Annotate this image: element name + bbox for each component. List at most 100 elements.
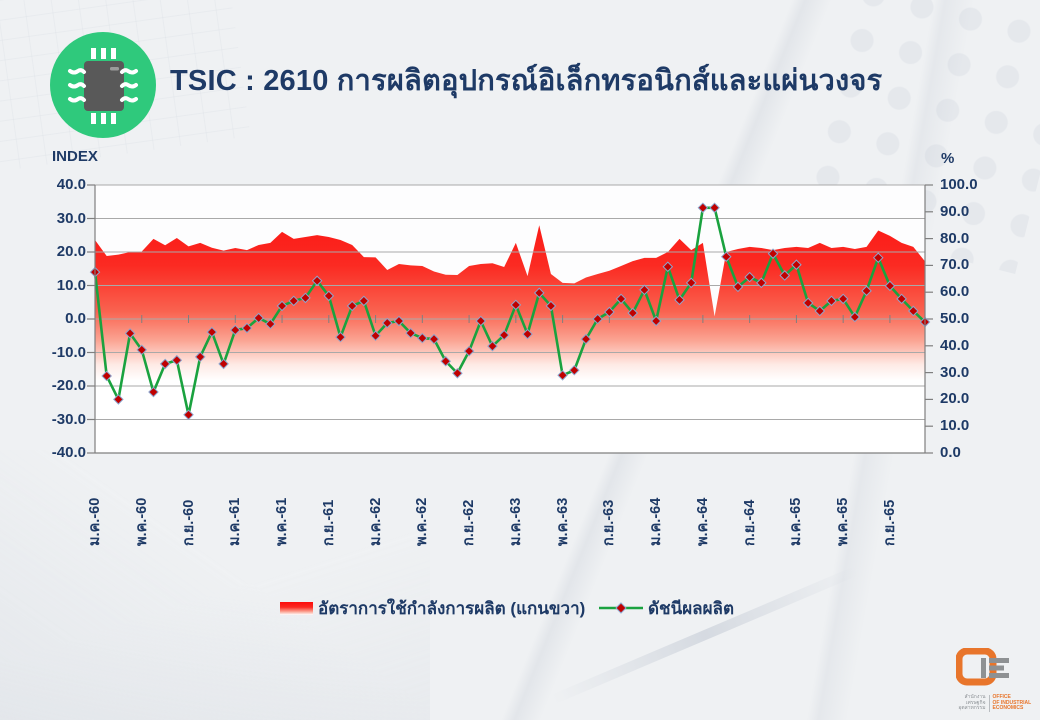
x-axis-tick-label: ม.ค.-61 — [227, 497, 244, 546]
chart-plot-area — [85, 175, 957, 467]
x-axis-tick-label: ม.ค.-62 — [367, 497, 384, 546]
y-axis-tick-label-right: 50.0 — [940, 310, 970, 327]
data-point-marker — [381, 317, 393, 329]
data-point-marker — [685, 277, 697, 289]
data-point-marker — [171, 354, 183, 366]
data-point-marker — [650, 315, 662, 327]
y-axis-tick-label-left: -40.0 — [51, 444, 86, 461]
data-point-marker — [101, 370, 112, 382]
data-point-marker — [370, 330, 381, 342]
oie-logo: สำนักงาน เศรษฐกิจอุตสาหกรรม OFFICE OF IN… — [944, 646, 1036, 716]
data-point-marker — [253, 312, 264, 324]
y-axis-tick-label-right: 90.0 — [940, 202, 970, 220]
data-point-marker — [627, 307, 639, 319]
x-axis-tick-label: ม.ค.-63 — [507, 497, 524, 546]
oie-logo-thai-text: สำนักงาน เศรษฐกิจอุตสาหกรรม — [944, 694, 990, 712]
data-point-marker — [311, 275, 323, 287]
x-axis-tick-label: ก.ย.-61 — [320, 499, 337, 546]
data-point-marker — [884, 280, 896, 292]
area-series-swatch — [280, 601, 313, 615]
legend-item-production-index: ดัชนีผลผลิต — [598, 597, 734, 619]
data-point-marker — [779, 270, 791, 281]
x-axis-tick-label: ก.ย.-62 — [461, 499, 478, 546]
x-axis-tick-label: พ.ค.-65 — [835, 497, 852, 546]
data-point-marker — [522, 328, 533, 340]
x-axis-tick-label: ม.ค.-65 — [788, 497, 805, 546]
data-point-marker — [849, 311, 861, 323]
data-point-marker — [756, 277, 767, 289]
chart-svg — [87, 184, 933, 454]
data-point-marker — [300, 292, 311, 304]
data-point-marker — [183, 409, 194, 421]
data-point-marker — [872, 252, 884, 264]
data-point-marker — [908, 305, 919, 317]
x-axis-tick-label: ก.ย.-64 — [741, 499, 758, 546]
data-point-marker — [802, 297, 814, 309]
data-point-marker — [674, 294, 685, 306]
data-point-marker — [744, 271, 755, 283]
data-point-marker — [814, 305, 826, 317]
y-axis-tick-label-left: 10.0 — [56, 276, 86, 294]
data-point-marker — [405, 327, 416, 339]
page-title: TSIC : 2610 การผลิตอุปกรณ์อิเล็กทรอนิกส์… — [170, 65, 883, 97]
data-point-marker — [615, 293, 627, 305]
line-series-marker — [599, 602, 643, 614]
data-point-marker — [662, 261, 674, 273]
data-point-marker — [265, 318, 276, 330]
oie-logo-english-text: OFFICE OF INDUSTRIAL ECONOMICS — [992, 694, 1032, 711]
data-point-marker — [440, 355, 452, 367]
data-point-marker — [510, 299, 522, 311]
y-axis-tick-label-right: 60.0 — [940, 283, 970, 301]
data-point-marker — [463, 345, 475, 357]
data-point-marker — [592, 313, 603, 325]
data-point-marker — [323, 290, 335, 302]
data-point-marker — [896, 293, 907, 305]
data-point-marker — [709, 202, 720, 214]
y-axis-tick-label-right: 30.0 — [940, 363, 970, 381]
data-point-marker — [533, 287, 545, 299]
data-point-marker — [346, 300, 358, 312]
y-axis-tick-label-left: -10.0 — [51, 343, 86, 361]
data-point-marker — [791, 259, 802, 271]
y-axis-tick-label-left: -30.0 — [51, 410, 86, 428]
data-point-marker — [417, 332, 428, 344]
y-axis-tick-label-right: 100.0 — [940, 176, 978, 193]
y-axis-tick-label-right: 10.0 — [940, 417, 970, 435]
x-axis-tick-label: ก.ย.-60 — [180, 499, 197, 546]
data-point-marker — [487, 340, 498, 352]
data-point-marker — [732, 281, 744, 293]
data-point-marker — [229, 324, 241, 336]
data-point-marker — [861, 285, 872, 297]
x-axis-tick-label: พ.ค.-62 — [414, 497, 431, 546]
y-axis-tick-label-left: 20.0 — [56, 243, 86, 260]
data-point-marker — [241, 322, 253, 334]
x-axis-tick-label: ม.ค.-64 — [648, 497, 665, 546]
data-point-marker — [428, 333, 440, 345]
y-axis-tick-label-left: -20.0 — [51, 377, 86, 394]
area-series-capacity-utilization — [95, 225, 925, 453]
y-axis-tick-label-left: 0.0 — [65, 310, 86, 327]
background-pen-watermark — [551, 565, 859, 705]
right-axis-title: % — [941, 150, 955, 167]
data-point-marker — [452, 367, 463, 379]
data-point-marker — [568, 364, 580, 376]
data-point-marker — [113, 394, 124, 405]
y-axis-tick-label-right: 40.0 — [940, 336, 970, 354]
data-point-marker — [475, 315, 487, 327]
y-axis-tick-label-left: 30.0 — [56, 209, 86, 227]
data-point-marker — [604, 306, 615, 318]
x-axis-tick-label: พ.ค.-61 — [274, 497, 291, 546]
microchip-icon — [48, 30, 158, 140]
y-axis-tick-label-right: 0.0 — [940, 444, 961, 461]
data-point-marker — [148, 386, 159, 398]
y-axis-tick-label-right: 20.0 — [940, 390, 970, 408]
x-axis-tick-label: พ.ค.-64 — [694, 497, 711, 546]
x-axis-tick-label: พ.ค.-63 — [554, 497, 571, 546]
data-point-marker — [159, 358, 171, 370]
x-axis-tick-label: ก.ย.-63 — [601, 499, 618, 546]
data-point-marker — [393, 315, 405, 327]
data-point-marker — [288, 295, 300, 307]
background-paper-watermark — [0, 450, 430, 720]
data-point-marker — [136, 344, 148, 356]
